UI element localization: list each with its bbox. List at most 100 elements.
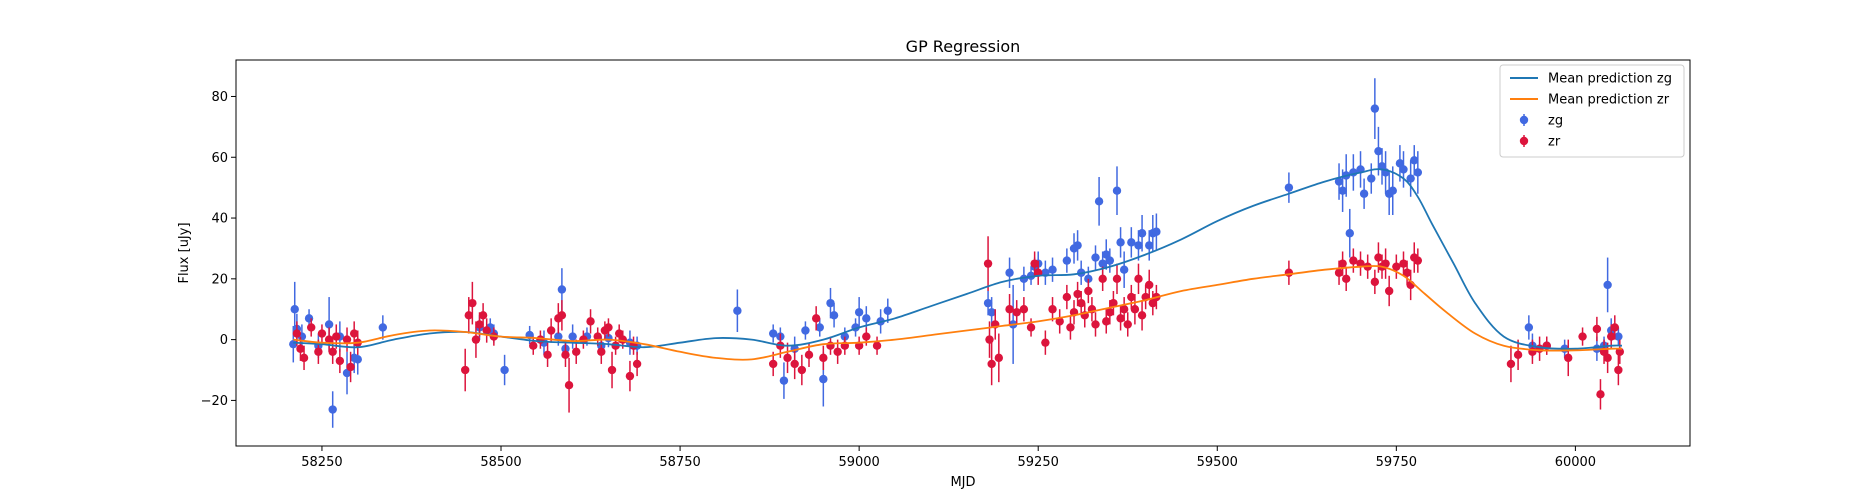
data-point	[1019, 305, 1029, 314]
data-point	[618, 335, 627, 344]
data-point	[1338, 259, 1347, 268]
data-point	[811, 314, 821, 323]
data-point	[554, 332, 563, 341]
legend-label: zg	[1548, 114, 1563, 129]
data-point	[1413, 256, 1423, 265]
data-point	[1535, 344, 1544, 353]
series-zg-points	[289, 78, 1623, 428]
legend-label: Mean prediction zr	[1548, 93, 1670, 108]
data-point	[1026, 323, 1036, 332]
x-axis: 58250 58500 58750 59000 59250 59500 59750 60000	[301, 446, 1596, 470]
data-point	[829, 311, 839, 320]
data-point	[987, 359, 996, 369]
data-point	[1094, 197, 1104, 206]
data-point	[1062, 256, 1072, 265]
data-point	[1506, 359, 1516, 369]
data-point	[342, 335, 352, 344]
data-point	[328, 347, 337, 356]
data-point	[572, 347, 581, 356]
data-point	[604, 323, 613, 332]
x-tick-label: 59250	[1018, 455, 1059, 470]
data-point	[1116, 314, 1125, 323]
data-point	[1578, 332, 1587, 341]
data-point	[1596, 390, 1605, 399]
x-tick-label: 59000	[838, 455, 879, 470]
data-point	[1048, 305, 1057, 314]
data-point	[779, 376, 789, 385]
data-point	[1152, 227, 1161, 236]
data-point	[317, 329, 327, 338]
data-point	[797, 365, 807, 375]
data-point	[1399, 165, 1408, 174]
x-tick-label: 60000	[1555, 455, 1596, 470]
data-point	[568, 332, 577, 341]
data-point	[815, 323, 824, 332]
data-point	[346, 362, 355, 372]
data-point	[1359, 189, 1369, 198]
data-point	[1148, 298, 1158, 308]
data-point	[1062, 292, 1072, 302]
data-point	[557, 311, 567, 320]
data-point	[342, 368, 352, 378]
data-point	[529, 341, 538, 350]
data-point	[1102, 250, 1111, 259]
data-point	[994, 353, 1004, 363]
data-point	[801, 326, 810, 335]
data-point	[1614, 365, 1623, 375]
data-point	[1374, 146, 1383, 156]
data-point	[324, 320, 334, 329]
data-point	[1130, 305, 1140, 314]
data-point	[328, 405, 337, 414]
data-point	[543, 350, 552, 360]
data-point	[983, 298, 993, 308]
data-point	[1345, 229, 1354, 238]
data-point	[1084, 286, 1093, 296]
data-point	[482, 326, 491, 335]
data-point	[987, 308, 996, 317]
data-point	[1370, 104, 1380, 113]
data-point	[1076, 298, 1086, 308]
data-point	[625, 371, 635, 381]
data-point	[1145, 241, 1154, 250]
data-point	[804, 350, 814, 360]
data-point	[1041, 338, 1050, 347]
data-point	[564, 381, 574, 390]
data-point	[1116, 238, 1125, 247]
data-point	[1395, 159, 1405, 168]
data-point	[862, 314, 871, 323]
data-point	[1338, 186, 1347, 195]
data-point	[1410, 156, 1419, 165]
data-point	[819, 353, 828, 363]
data-point	[1119, 265, 1129, 274]
data-point	[332, 332, 341, 341]
data-point	[1048, 265, 1057, 274]
x-tick-label: 58750	[659, 455, 700, 470]
data-point	[1374, 253, 1383, 262]
data-point	[985, 335, 994, 344]
data-point	[1137, 311, 1147, 320]
data-point	[1098, 274, 1107, 284]
legend-box	[1499, 64, 1685, 158]
data-point	[468, 298, 477, 308]
data-point	[1119, 305, 1129, 314]
data-point	[1370, 277, 1380, 287]
data-point	[324, 335, 334, 344]
data-point	[1367, 174, 1376, 183]
data-point	[1284, 268, 1294, 277]
data-point	[1592, 324, 1602, 334]
data-point	[1055, 317, 1064, 326]
data-point	[561, 350, 570, 360]
plot-frame	[235, 59, 1691, 447]
data-point	[557, 285, 567, 294]
data-point	[536, 335, 545, 344]
y-tick-label: 40	[211, 212, 228, 227]
data-point	[826, 298, 835, 308]
y-axis-label: Flux [uJy]	[177, 222, 192, 283]
y-tick-label: 60	[211, 151, 228, 166]
data-point	[378, 323, 388, 332]
data-point	[1334, 268, 1344, 277]
data-point	[1513, 350, 1523, 360]
data-point	[349, 329, 359, 338]
y-tick-label: −20	[201, 394, 228, 409]
data-point	[292, 329, 302, 338]
